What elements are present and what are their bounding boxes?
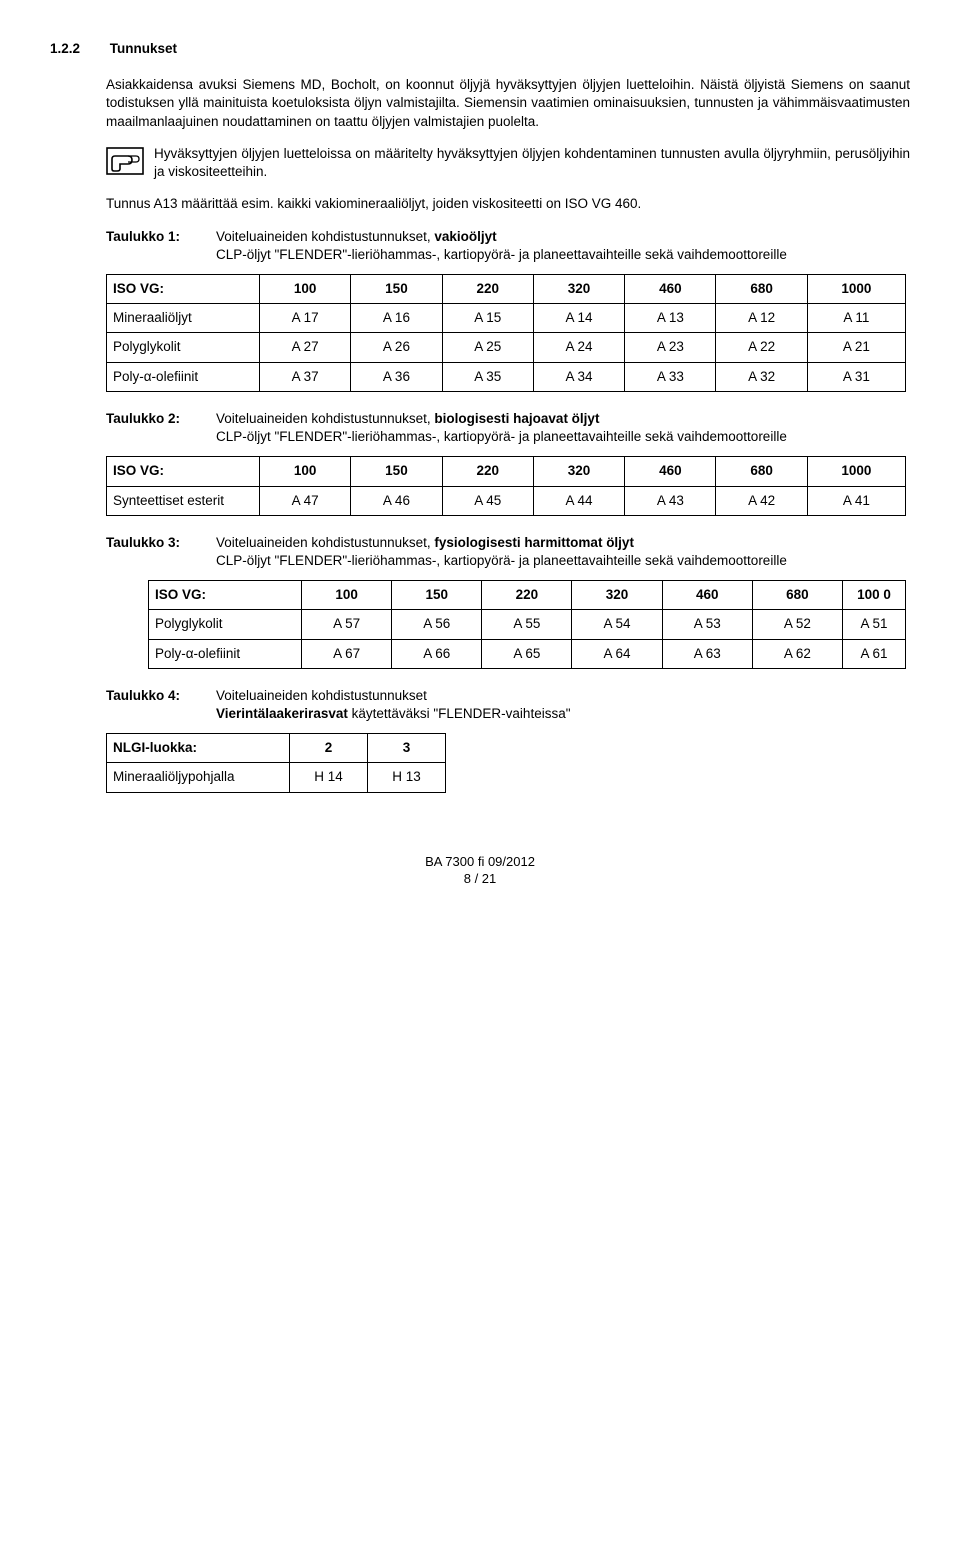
paragraph-1: Asiakkaidensa avuksi Siemens MD, Bocholt… <box>106 76 910 131</box>
table1-desc: Voiteluaineiden kohdistustunnukset, vaki… <box>216 228 910 264</box>
note-block: Hyväksyttyjen öljyjen luetteloissa on mä… <box>106 145 910 181</box>
table-row: ISO VG: 100 150 220 320 460 680 1000 <box>107 457 906 486</box>
section-title-text: Tunnukset <box>110 41 177 56</box>
table-3: ISO VG: 100 150 220 320 460 680 100 0 Po… <box>106 580 906 669</box>
table2-desc: Voiteluaineiden kohdistustunnukset, biol… <box>216 410 910 446</box>
table-row: Poly-α-olefiinit A 67 A 66 A 65 A 64 A 6… <box>106 639 906 668</box>
paragraph-2: Tunnus A13 määrittää esim. kaikki vakiom… <box>106 195 910 213</box>
table4-desc: Voiteluaineiden kohdistustunnukset Vieri… <box>216 687 910 723</box>
table2-label: Taulukko 2: <box>106 410 216 446</box>
table3-desc: Voiteluaineiden kohdistustunnukset, fysi… <box>216 534 910 570</box>
table2-caption: Taulukko 2: Voiteluaineiden kohdistustun… <box>106 410 910 446</box>
table-row: Mineraaliöljyt A 17 A 16 A 15 A 14 A 13 … <box>107 304 906 333</box>
table-4: NLGI-luokka: 2 3 Mineraaliöljypohjalla H… <box>106 733 446 792</box>
table-row: Polyglykolit A 27 A 26 A 25 A 24 A 23 A … <box>107 333 906 362</box>
section-number: 1.2.2 <box>50 40 106 58</box>
footer-doc-id: BA 7300 fi 09/2012 <box>50 853 910 871</box>
table-2: ISO VG: 100 150 220 320 460 680 1000 Syn… <box>106 456 906 515</box>
table4-label: Taulukko 4: <box>106 687 216 723</box>
table-row: Polyglykolit A 57 A 56 A 55 A 54 A 53 A … <box>106 610 906 639</box>
hand-point-icon <box>106 145 154 180</box>
page-footer: BA 7300 fi 09/2012 8 / 21 <box>50 853 910 888</box>
table3-label: Taulukko 3: <box>106 534 216 570</box>
table-row: Synteettiset esterit A 47 A 46 A 45 A 44… <box>107 486 906 515</box>
table-1: ISO VG: 100 150 220 320 460 680 1000 Min… <box>106 274 906 392</box>
footer-page-number: 8 / 21 <box>50 870 910 888</box>
table-row: Mineraaliöljypohjalla H 14 H 13 <box>107 763 446 792</box>
table1-caption: Taulukko 1: Voiteluaineiden kohdistustun… <box>106 228 910 264</box>
table-row: ISO VG: 100 150 220 320 460 680 1000 <box>107 274 906 303</box>
table4-caption: Taulukko 4: Voiteluaineiden kohdistustun… <box>106 687 910 723</box>
table-row: NLGI-luokka: 2 3 <box>107 734 446 763</box>
table1-label: Taulukko 1: <box>106 228 216 264</box>
table-row: Poly-α-olefiinit A 37 A 36 A 35 A 34 A 3… <box>107 362 906 391</box>
note-text: Hyväksyttyjen öljyjen luetteloissa on mä… <box>154 145 910 181</box>
table3-caption: Taulukko 3: Voiteluaineiden kohdistustun… <box>106 534 910 570</box>
table-row: ISO VG: 100 150 220 320 460 680 100 0 <box>106 581 906 610</box>
section-heading: 1.2.2 Tunnukset <box>50 40 910 58</box>
